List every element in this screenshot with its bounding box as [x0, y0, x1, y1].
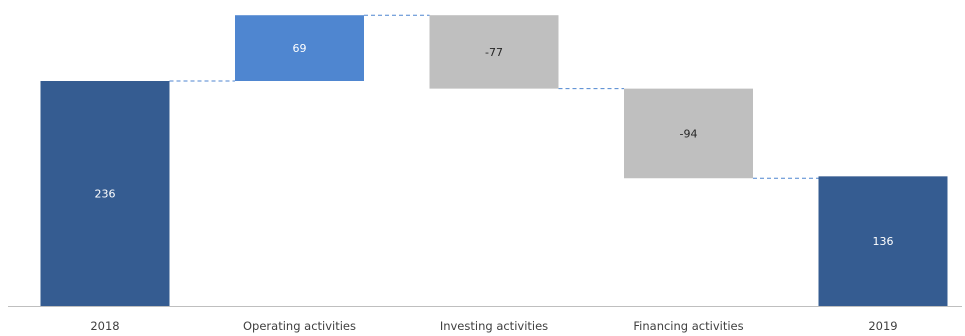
bar-investing-activities — [429, 15, 559, 89]
value-label: 236 — [95, 188, 116, 201]
value-label: -77 — [485, 46, 503, 59]
bar-2019 — [818, 176, 948, 306]
bars-group — [40, 15, 948, 306]
value-label: 136 — [873, 235, 894, 248]
category-labels-group: 2018 Operating activities Investing activi… — [90, 319, 897, 333]
category-label: Investing activities — [440, 319, 548, 333]
value-labels-group: 236 69 -77 -94 136 — [95, 42, 894, 248]
category-label: 2018 — [90, 319, 119, 333]
bar-financing-activities — [624, 88, 753, 179]
connector-lines — [169, 14, 819, 179]
bar-operating-activities — [235, 15, 364, 81]
category-label: Operating activities — [243, 319, 356, 333]
category-label: 2019 — [868, 319, 897, 333]
bar-2018 — [40, 81, 170, 306]
value-label: 69 — [293, 42, 307, 55]
category-label: Financing activities — [633, 319, 743, 333]
value-label: -94 — [680, 127, 698, 140]
